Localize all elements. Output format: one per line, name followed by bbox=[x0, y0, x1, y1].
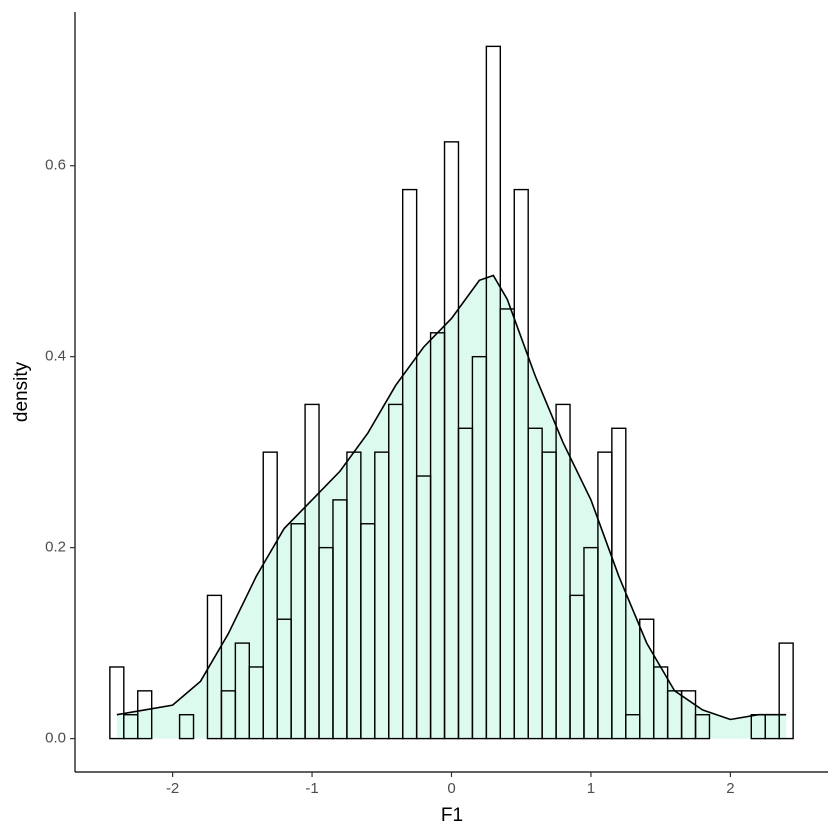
density-area bbox=[116, 275, 787, 739]
x-tick-label: 0 bbox=[447, 780, 455, 797]
x-tick-label: 1 bbox=[587, 780, 595, 797]
x-tick-label: -1 bbox=[305, 780, 318, 797]
y-axis-title: density bbox=[11, 361, 32, 422]
y-tick-label: 0.2 bbox=[45, 539, 66, 556]
bar bbox=[109, 666, 125, 740]
bar bbox=[137, 690, 153, 740]
bar bbox=[262, 451, 278, 740]
bar bbox=[206, 594, 223, 740]
x-tick-label: 2 bbox=[726, 780, 734, 797]
bar bbox=[178, 714, 195, 740]
y-tick-label: 0.4 bbox=[45, 348, 66, 365]
density-line bbox=[116, 274, 787, 721]
x-tick-label: -2 bbox=[166, 780, 179, 797]
bar bbox=[778, 642, 794, 740]
y-tick-label: 0.6 bbox=[45, 157, 66, 174]
bar bbox=[611, 427, 627, 740]
bar bbox=[694, 714, 711, 740]
x-axis-title: F1 bbox=[441, 805, 463, 826]
bar bbox=[401, 188, 418, 740]
bar bbox=[555, 403, 571, 740]
y-tick-label: 0.0 bbox=[45, 730, 66, 747]
